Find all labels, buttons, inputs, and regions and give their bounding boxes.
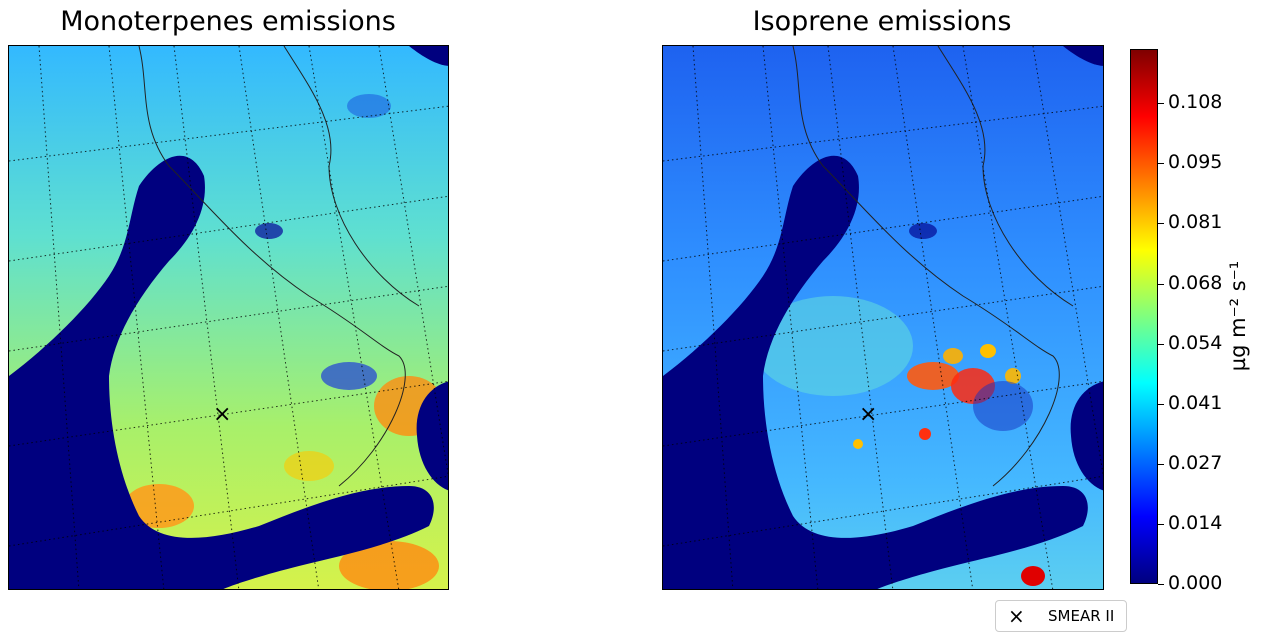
isoprene-map-canvas: ×: [663, 46, 1103, 589]
lake-ladoga: [416, 381, 448, 491]
hotspot: [339, 541, 439, 589]
colorbar-tick-label: 0.095: [1168, 151, 1223, 173]
gulf-of-bothnia: [663, 155, 1088, 589]
hotspot: [980, 344, 996, 358]
monoterpenes-map-canvas: ×: [9, 46, 448, 589]
colorbar-tick-label: 0.068: [1168, 272, 1223, 294]
hotspot: [1021, 566, 1045, 586]
hotspot: [1005, 368, 1021, 384]
panel-title-isoprene: Isoprene emissions: [752, 6, 1012, 37]
colorbar-tick-label: 0.081: [1168, 211, 1223, 233]
colorbar-tick-label: 0.014: [1168, 512, 1223, 534]
colorbar-tick-label: 0.054: [1168, 332, 1223, 354]
low-patch: [347, 94, 391, 118]
legend: × SMEAR II: [995, 600, 1127, 632]
hotspot: [907, 362, 959, 390]
colorbar-tick-label: 0.041: [1168, 392, 1223, 414]
colorbar-tick: [1158, 404, 1164, 405]
graticule: [663, 46, 1103, 589]
hotspot: [919, 428, 931, 440]
border-line: [138, 46, 406, 487]
colorbar-tick: [1158, 163, 1164, 164]
colorbar-tick-label: 0.027: [1168, 452, 1223, 474]
colorbar-tick: [1158, 103, 1164, 104]
colorbar-tick: [1158, 344, 1164, 345]
colorbar-tick: [1158, 584, 1164, 585]
monoterpenes-map: ×: [8, 45, 449, 590]
graticule: [9, 46, 448, 589]
colorbar-tick: [1158, 223, 1164, 224]
colorbar-label: µg m⁻² s⁻¹: [1226, 260, 1250, 372]
hotspot: [124, 484, 194, 528]
legend-label: SMEAR II: [1048, 607, 1115, 625]
colorbar-tick: [1158, 464, 1164, 465]
border-line: [792, 46, 1060, 487]
smear-ii-marker: ×: [213, 402, 231, 427]
hotspot: [943, 348, 963, 364]
hotspot: [284, 451, 334, 481]
legend-marker: ×: [1008, 604, 1025, 628]
low-patch: [255, 223, 283, 239]
colorbar-tick: [1158, 524, 1164, 525]
panel-title-monoterpenes: Monoterpenes emissions: [60, 6, 396, 37]
colorbar: [1130, 49, 1158, 584]
low-patch: [973, 381, 1033, 431]
colorbar-tick-label: 0.108: [1168, 91, 1223, 113]
colorbar-tick-label: 0.000: [1168, 572, 1223, 594]
smear-ii-marker: ×: [859, 402, 877, 427]
isoprene-map: ×: [662, 45, 1104, 590]
hotspot: [853, 439, 863, 449]
gulf-of-bothnia: [9, 155, 434, 589]
low-patch: [909, 223, 937, 239]
colorbar-tick: [1158, 284, 1164, 285]
lake-ladoga: [1070, 381, 1103, 491]
low-patch: [321, 362, 377, 390]
